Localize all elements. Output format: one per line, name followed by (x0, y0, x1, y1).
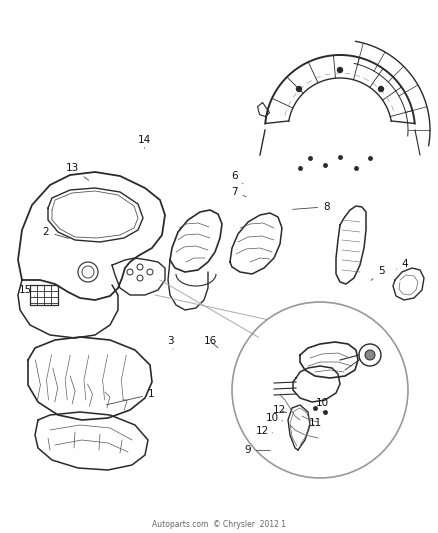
Text: 7: 7 (231, 187, 246, 197)
Text: 1: 1 (106, 390, 155, 405)
Text: 13: 13 (66, 163, 88, 180)
Text: 11: 11 (309, 418, 322, 427)
Circle shape (338, 68, 343, 72)
Text: 15: 15 (18, 286, 35, 296)
Text: 5: 5 (371, 266, 385, 280)
Text: 10: 10 (315, 399, 328, 412)
Text: 4: 4 (396, 259, 409, 269)
Text: Autoparts.com  © Chrysler  2012 1: Autoparts.com © Chrysler 2012 1 (152, 520, 286, 529)
Text: 12: 12 (273, 406, 287, 415)
Text: 8: 8 (293, 202, 330, 212)
Circle shape (365, 350, 375, 360)
Text: 3: 3 (167, 336, 174, 349)
Text: 10: 10 (266, 413, 283, 423)
Text: 2: 2 (42, 227, 69, 238)
Text: 12: 12 (256, 426, 272, 435)
Circle shape (297, 86, 301, 92)
Text: 6: 6 (231, 171, 243, 184)
Text: 16: 16 (204, 336, 218, 348)
Bar (30, 285, 58, 305)
Text: 9: 9 (244, 446, 270, 455)
Text: 14: 14 (138, 135, 151, 148)
Circle shape (378, 86, 384, 92)
